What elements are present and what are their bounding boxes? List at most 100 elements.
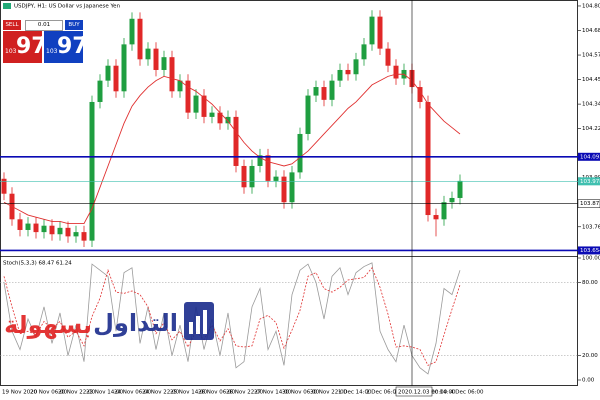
candle-body bbox=[457, 180, 463, 198]
y-tick-label: 103.765 bbox=[582, 224, 600, 230]
candle-body bbox=[153, 48, 159, 70]
level-label: 103.654 bbox=[580, 248, 600, 254]
x-tick-label: 23 Nov 14:00 bbox=[86, 390, 124, 396]
candle-body bbox=[145, 48, 151, 60]
x-tick-label: 20 Nov 06:00 bbox=[30, 390, 68, 396]
candle-body bbox=[89, 101, 95, 241]
watermark-text: بسهولة bbox=[4, 311, 92, 339]
x-tick-label: 19 Nov 2020 bbox=[2, 390, 38, 396]
candle-body bbox=[17, 219, 23, 230]
candle-body bbox=[1, 178, 7, 194]
candle-body bbox=[281, 176, 287, 203]
candle-body bbox=[425, 101, 431, 216]
candle-body bbox=[361, 44, 367, 60]
candle-body bbox=[345, 69, 351, 75]
candle-body bbox=[217, 112, 223, 124]
buy-price[interactable]: 103 97 2 bbox=[44, 31, 88, 63]
price-frac: 0 bbox=[40, 35, 45, 43]
x-tick-label: 24 Nov 22:00 bbox=[142, 390, 180, 396]
candle-body bbox=[81, 232, 87, 241]
x-tick-label: 26 Nov 22:00 bbox=[226, 390, 264, 396]
x-tick-label: 24 Nov 06:00 bbox=[114, 390, 152, 396]
y-tick-label: 100.00 bbox=[582, 256, 600, 262]
candle-body bbox=[41, 225, 47, 233]
x-tick-label: 26 Nov 06:00 bbox=[198, 390, 236, 396]
candle-body bbox=[137, 18, 143, 60]
candle-body bbox=[433, 215, 439, 220]
x-tick-label: 2 Dec 06:00 bbox=[366, 390, 400, 396]
candle-body bbox=[209, 112, 215, 117]
candle-body bbox=[257, 155, 263, 166]
x-tick-label: 27 Nov 14:00 bbox=[254, 390, 292, 396]
candle-body bbox=[121, 44, 127, 92]
candle-body bbox=[337, 69, 343, 81]
crosshair-tag bbox=[395, 386, 433, 397]
frame bbox=[0, 0, 578, 386]
candle-body bbox=[369, 16, 375, 45]
stochastic-line bbox=[3, 262, 461, 375]
candle-body bbox=[177, 80, 183, 92]
candle-body bbox=[313, 87, 319, 96]
candle-body bbox=[129, 18, 135, 45]
logo-bar bbox=[203, 310, 207, 334]
price-big: 103 bbox=[46, 48, 58, 55]
indicator-label: Stoch(5,3,3) 68.47 61.24 bbox=[3, 261, 72, 267]
candle-body bbox=[449, 197, 455, 203]
chart-title: USDJPY, H1: US Dollar vs Japanese Yen bbox=[14, 4, 121, 10]
crosshair-time: 2020.12.03 00:00 bbox=[398, 390, 448, 396]
candle-body bbox=[305, 95, 311, 134]
candle-body bbox=[385, 48, 391, 66]
y-tick-label: 104.800 bbox=[582, 3, 600, 9]
candle-body bbox=[441, 202, 447, 220]
candle-body bbox=[289, 172, 295, 203]
candle-body bbox=[105, 65, 111, 81]
y-tick-label: 20.00 bbox=[582, 353, 598, 359]
y-tick-label: 80.00 bbox=[582, 280, 598, 286]
logo-bar bbox=[189, 322, 193, 334]
sell-button[interactable]: SELL bbox=[3, 20, 21, 30]
x-tick-label: 30 Nov 06:00 bbox=[282, 390, 320, 396]
buy-button[interactable]: BUY bbox=[65, 20, 83, 30]
candle-body bbox=[185, 80, 191, 113]
candle-body bbox=[25, 223, 31, 230]
symbol-icon bbox=[3, 3, 11, 9]
candle-body bbox=[265, 155, 271, 181]
y-tick-label: 104.340 bbox=[582, 102, 600, 108]
x-tick-label: 20 Nov 22:00 bbox=[58, 390, 96, 396]
price-pips: 97 bbox=[16, 34, 47, 59]
candle-body bbox=[73, 232, 79, 237]
x-tick-label: 30 Nov 22:00 bbox=[310, 390, 348, 396]
candle-body bbox=[169, 57, 175, 92]
candle-body bbox=[273, 176, 279, 181]
candle-body bbox=[97, 80, 103, 102]
x-tick-label: 25 Nov 14:00 bbox=[170, 390, 208, 396]
candle-body bbox=[49, 225, 55, 235]
y-tick-label: 0.00 bbox=[582, 378, 595, 384]
y-tick-label: 104.685 bbox=[582, 28, 600, 34]
watermark: التداول بسهولة bbox=[4, 302, 214, 340]
y-tick-label: 104.570 bbox=[582, 53, 600, 59]
candle-body bbox=[297, 133, 303, 173]
x-tick-label: 1 Dec 14:00 bbox=[338, 390, 372, 396]
candle-body bbox=[193, 95, 199, 113]
candle-body bbox=[201, 95, 207, 117]
level-tag bbox=[578, 246, 600, 255]
candle-body bbox=[377, 16, 383, 49]
candle-body bbox=[57, 227, 63, 235]
y-tick-label: 104.455 bbox=[582, 77, 600, 83]
candle-body bbox=[321, 87, 327, 100]
sell-price[interactable]: 103 97 0 bbox=[3, 31, 47, 63]
lot-input[interactable]: 0.01 bbox=[25, 20, 63, 31]
x-tick-label: 3 Dec 14:00 bbox=[422, 390, 456, 396]
price-pips: 97 bbox=[57, 34, 88, 59]
level-label: 103.978 bbox=[580, 179, 600, 185]
candle-body bbox=[393, 65, 399, 79]
price-big: 103 bbox=[5, 48, 17, 55]
candle-body bbox=[249, 165, 255, 188]
level-tag bbox=[577, 199, 600, 208]
candle-body bbox=[225, 116, 231, 124]
level-tag bbox=[578, 177, 600, 186]
watermark-text: التداول bbox=[93, 309, 178, 337]
candle-body bbox=[233, 116, 239, 166]
